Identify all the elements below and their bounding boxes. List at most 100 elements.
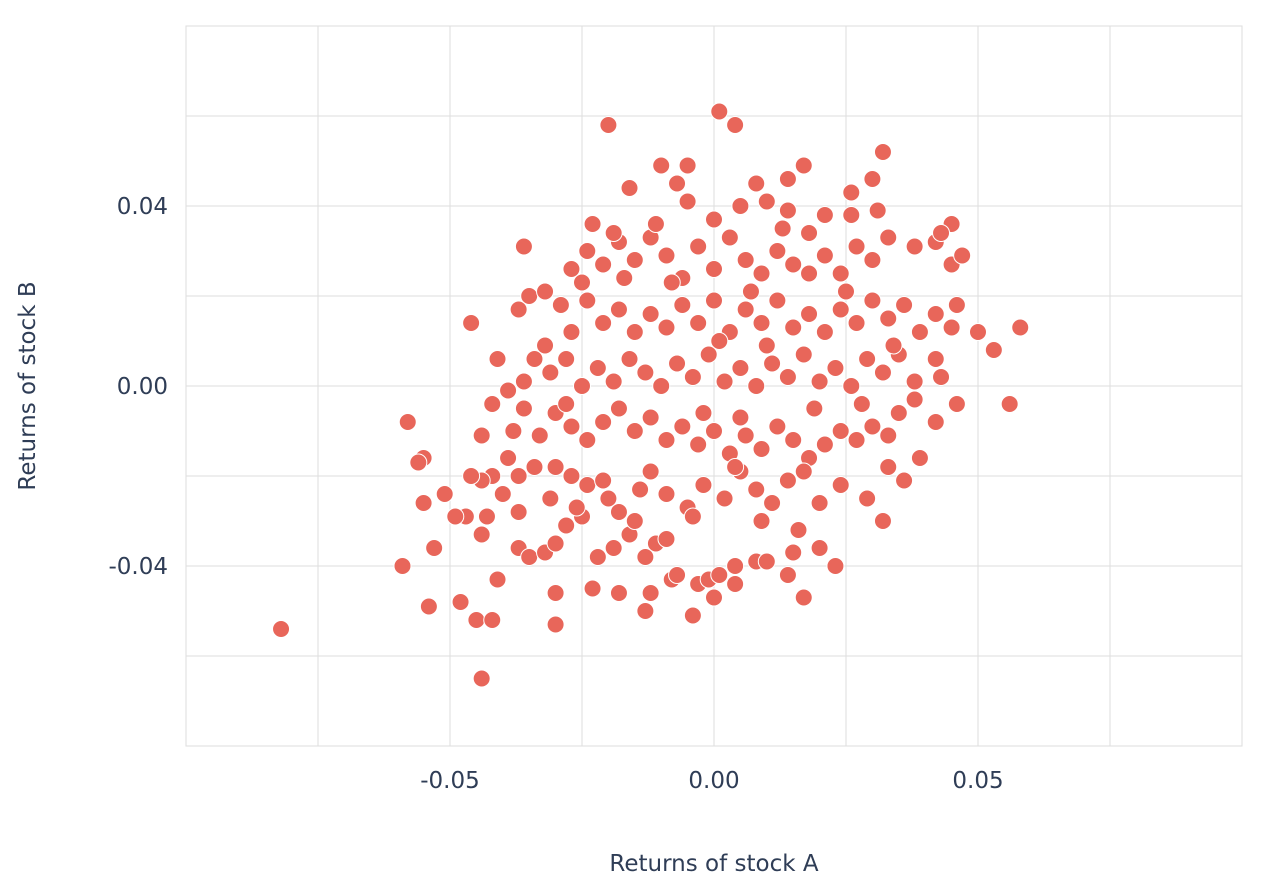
data-point (826, 557, 845, 575)
data-point (462, 314, 481, 332)
data-point (726, 575, 745, 593)
data-point (678, 156, 697, 175)
data-point (969, 323, 987, 341)
data-point (705, 588, 723, 607)
data-point (984, 341, 1003, 359)
data-point (784, 255, 803, 274)
data-point (578, 476, 597, 494)
data-point (541, 489, 560, 508)
data-point (499, 381, 518, 400)
data-point (483, 395, 502, 413)
data-point (810, 372, 829, 391)
data-point (736, 251, 755, 269)
data-point (393, 557, 412, 575)
data-point (884, 336, 903, 355)
data-point (879, 458, 898, 476)
data-point (837, 282, 855, 301)
data-point (784, 431, 803, 449)
data-point (488, 570, 507, 589)
data-point (800, 305, 819, 323)
data-point (752, 440, 771, 458)
data-point (472, 669, 491, 688)
data-point (895, 471, 914, 490)
data-point (831, 300, 850, 319)
data-point (794, 588, 813, 607)
data-point (673, 296, 692, 314)
data-point (636, 363, 655, 382)
data-point (615, 269, 634, 287)
data-point (831, 422, 850, 440)
data-point (641, 462, 660, 481)
data-point (815, 246, 834, 265)
data-point (1011, 318, 1030, 337)
data-point (620, 350, 639, 368)
data-point (641, 305, 660, 323)
data-point (842, 183, 861, 202)
data-point (800, 224, 819, 242)
data-point (858, 489, 877, 508)
data-point (604, 224, 623, 242)
data-point (873, 363, 892, 382)
data-point (905, 372, 924, 391)
data-point (588, 359, 607, 377)
data-point (715, 489, 734, 508)
data-point (583, 579, 602, 598)
grid (186, 26, 1242, 746)
data-point (863, 170, 882, 188)
x-axis-ticks: -0.05 0.00 0.05 (420, 768, 1003, 794)
data-point (609, 399, 628, 418)
data-point (668, 174, 687, 193)
data-point (752, 264, 771, 283)
data-point (747, 480, 766, 499)
data-point (551, 296, 570, 314)
data-point (768, 242, 787, 260)
data-point (778, 566, 797, 584)
data-point (863, 417, 882, 436)
data-point (705, 291, 723, 310)
data-point (541, 363, 560, 382)
data-point (594, 255, 613, 274)
data-point (689, 435, 708, 454)
data-point (842, 206, 861, 224)
data-point (398, 413, 417, 431)
data-point (625, 512, 644, 530)
data-point (831, 264, 850, 283)
data-point (868, 201, 887, 220)
data-point (562, 260, 581, 278)
data-point (689, 314, 708, 332)
data-point (747, 377, 766, 395)
data-point (594, 471, 613, 490)
y-tick-label: -0.04 (108, 554, 168, 580)
data-point (546, 534, 565, 553)
x-tick-label: 0.05 (952, 768, 1003, 794)
y-axis-ticks: -0.04 0.00 0.04 (108, 194, 168, 580)
data-point (794, 345, 813, 364)
data-point (926, 413, 945, 431)
data-point (657, 318, 676, 337)
data-point (530, 426, 549, 445)
data-point (847, 431, 866, 449)
data-point (620, 179, 639, 197)
data-point (578, 431, 597, 449)
data-point (636, 548, 655, 566)
y-axis-title: Returns of stock B (15, 281, 41, 490)
data-point (435, 485, 454, 503)
data-point (546, 458, 565, 476)
data-point (778, 201, 797, 220)
data-point (905, 237, 924, 256)
data-point (641, 408, 660, 427)
data-point (847, 237, 866, 256)
data-point (810, 494, 829, 512)
data-point (562, 323, 581, 341)
data-point (789, 521, 808, 539)
data-point (932, 224, 951, 242)
data-point (705, 210, 723, 229)
data-point (504, 422, 523, 440)
data-point (668, 354, 687, 373)
data-point (815, 206, 834, 224)
data-point (873, 143, 892, 161)
data-point (863, 251, 882, 269)
data-point (446, 507, 465, 526)
data-point (536, 282, 555, 301)
data-point (757, 552, 776, 571)
